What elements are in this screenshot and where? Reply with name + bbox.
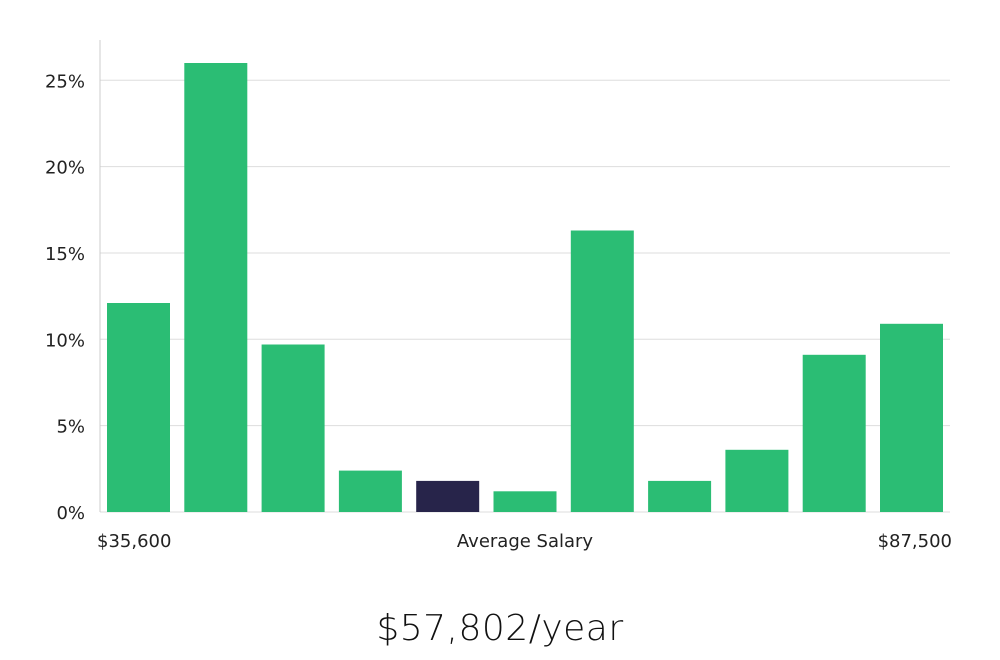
y-tick-label: 5% [56,417,85,438]
y-tick-label: 25% [45,71,85,92]
bar [261,344,325,512]
x-axis-title: Average Salary [457,531,594,552]
y-tick-label: 10% [45,330,85,351]
bar [880,323,943,512]
bar-highlighted [416,480,480,512]
bar [184,63,248,512]
x-max-label: $87,500 [878,531,952,552]
bar [725,449,789,512]
bar [493,491,557,512]
bar [107,303,170,512]
bar [338,470,402,512]
x-min-label: $35,600 [97,531,171,552]
y-axis-ticks: 0% 5% 10% 15% 20% 25% [45,71,85,524]
salary-distribution-chart: 0%5%10%15%20%25% $35,600 Average Salary … [45,40,952,552]
bar [802,354,866,512]
bar [570,230,634,512]
y-tick-label: 0% [56,503,85,524]
bar [648,480,712,512]
y-tick-label: 20% [45,158,85,179]
y-tick-label: 15% [45,244,85,265]
average-salary-value: $57,802/year [376,608,624,649]
bars [107,63,943,512]
